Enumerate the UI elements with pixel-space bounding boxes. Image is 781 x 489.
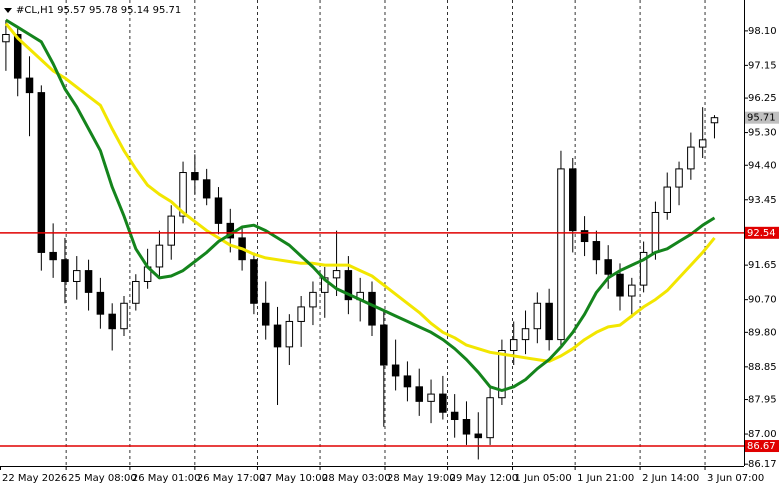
y-tick-label: 87.00 xyxy=(748,429,777,440)
y-tick-label: 97.15 xyxy=(748,60,777,71)
last-price-label: 95.71 xyxy=(747,113,776,124)
candle-body xyxy=(84,270,93,293)
candle-body xyxy=(25,77,34,94)
y-tick-label: 90.70 xyxy=(748,295,777,306)
candle-body xyxy=(380,324,388,366)
candle-body xyxy=(427,393,435,402)
candle-body xyxy=(191,172,199,181)
candle-body xyxy=(545,302,553,341)
x-tick-label: 26 May 17:00 xyxy=(197,473,266,484)
candle-body xyxy=(273,324,282,348)
candle-body xyxy=(108,313,116,330)
menu-arrow xyxy=(4,8,12,13)
candle-body xyxy=(509,339,518,351)
x-tick-label: 28 May 03:00 xyxy=(322,473,391,484)
x-tick-label: 28 May 19:00 xyxy=(387,473,456,484)
candle-body xyxy=(521,328,530,341)
candle-body xyxy=(498,349,506,399)
x-tick-label: 1 Jun 05:00 xyxy=(515,473,572,484)
candle-body xyxy=(132,280,140,304)
candle-body xyxy=(2,34,10,43)
candle-body xyxy=(37,92,46,253)
candle-body xyxy=(687,146,695,170)
x-tick-label: 29 May 12:00 xyxy=(450,473,519,484)
candle-body xyxy=(120,302,128,330)
candle-body xyxy=(604,259,612,275)
candle-body xyxy=(675,168,683,188)
candle-body xyxy=(250,259,258,304)
chart-title: #CL,H1 95.57 95.78 95.14 95.71 xyxy=(16,5,181,16)
candle-body xyxy=(13,34,22,79)
y-tick-label: 87.95 xyxy=(748,395,777,406)
level-label: 86.67 xyxy=(747,441,776,452)
candle-body xyxy=(155,244,164,268)
candle-body xyxy=(580,230,589,243)
y-tick-label: 95.30 xyxy=(748,128,777,139)
candle-body xyxy=(663,186,671,213)
candle-body xyxy=(167,215,175,246)
level-label-box xyxy=(745,440,779,453)
y-tick-label: 89.80 xyxy=(748,327,777,338)
moving-average xyxy=(4,22,716,363)
candle-body xyxy=(61,259,69,282)
candle-body xyxy=(639,251,648,286)
candle-body xyxy=(474,433,483,439)
candle-body xyxy=(462,419,471,435)
candle-body xyxy=(202,179,211,199)
candle-body xyxy=(569,168,577,232)
y-tick-label: 91.65 xyxy=(748,260,777,271)
x-tick-label: 26 May 01:00 xyxy=(132,473,201,484)
candle-body xyxy=(450,411,459,421)
candle-body xyxy=(486,397,494,439)
x-tick-label: 3 Jun 07:00 xyxy=(707,473,764,484)
moving-average xyxy=(5,18,716,392)
y-tick-label: 86.17 xyxy=(748,459,777,470)
candle-body xyxy=(698,139,707,148)
candle-body xyxy=(368,291,376,326)
x-tick-label: 1 Jun 21:00 xyxy=(577,473,634,484)
candle-body xyxy=(297,306,305,322)
candle-body xyxy=(49,251,57,261)
y-tick-label: 88.85 xyxy=(748,362,777,373)
candle-body xyxy=(391,364,400,377)
candle-body xyxy=(73,270,81,282)
candle-body xyxy=(415,386,423,402)
x-tick-label: 22 May 2026 xyxy=(2,473,67,484)
candle-body xyxy=(533,302,542,330)
candle-body xyxy=(179,172,187,217)
candle-body xyxy=(592,241,601,261)
candle-body xyxy=(344,270,353,301)
candle-body xyxy=(261,302,270,326)
level-label-box xyxy=(745,226,779,239)
candle-body xyxy=(557,168,565,341)
x-tick-label: 2 Jun 14:00 xyxy=(642,473,699,484)
y-tick-label: 98.10 xyxy=(748,26,777,37)
candle-body xyxy=(616,273,624,297)
y-tick-label: 96.25 xyxy=(748,93,777,104)
candle-body xyxy=(285,320,294,348)
candle-body xyxy=(710,117,719,124)
last-price-box xyxy=(745,111,779,124)
level-label: 92.54 xyxy=(747,228,776,239)
y-tick-label: 93.45 xyxy=(748,195,777,206)
candle-body xyxy=(214,197,223,224)
candle-body xyxy=(309,291,317,308)
x-tick-label: 27 May 10:00 xyxy=(259,473,328,484)
y-tick-label: 94.40 xyxy=(748,160,777,171)
candle-body xyxy=(403,375,412,388)
x-tick-label: 25 May 08:00 xyxy=(68,473,137,484)
candle-body xyxy=(332,270,341,279)
candle-body xyxy=(628,284,636,297)
candle-body xyxy=(439,393,447,413)
candle-body xyxy=(96,291,105,315)
